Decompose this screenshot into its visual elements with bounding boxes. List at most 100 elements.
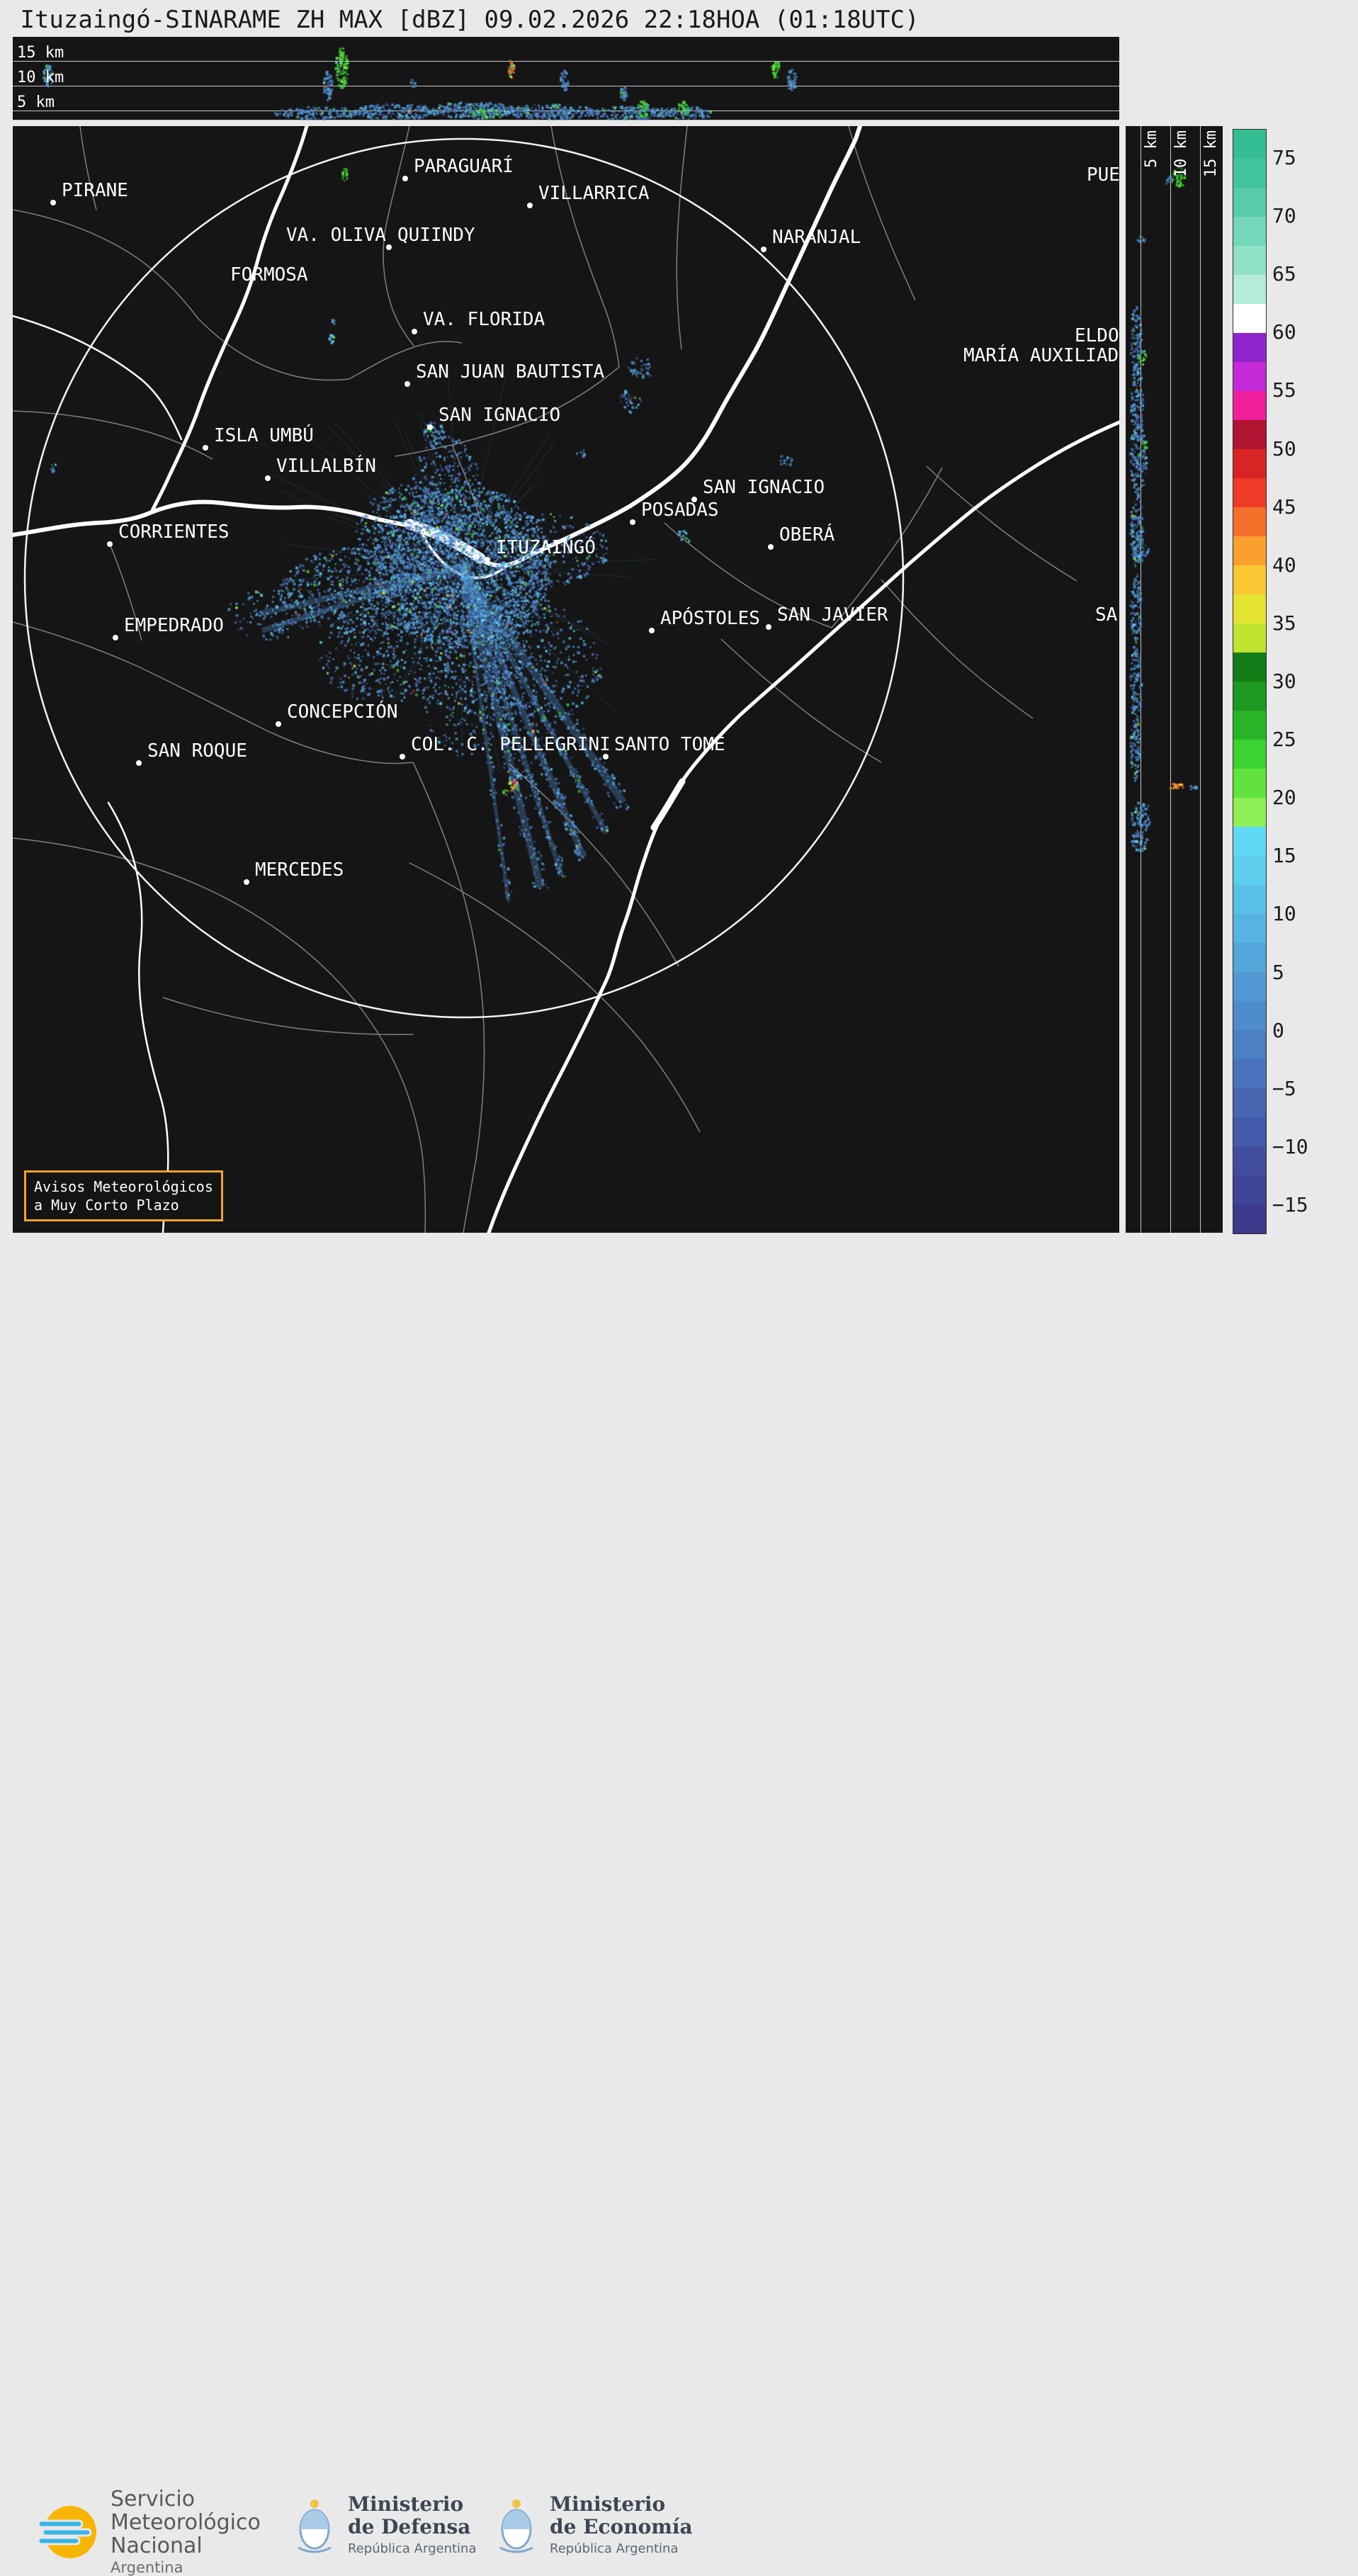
colorbar-band <box>1233 130 1266 159</box>
colorbar-tick-label: 75 <box>1272 146 1296 170</box>
warning-line-2: a Muy Corto Plazo <box>34 1197 179 1214</box>
economy-sub-label: República Argentina <box>550 2541 679 2556</box>
city-label: PUERTO RICO <box>1087 164 1119 186</box>
colorbar-band <box>1233 1030 1266 1059</box>
colorbar-band <box>1233 856 1266 885</box>
city-label: CORRIENTES <box>118 521 230 543</box>
right-cross-section-panel: 5 km 10 km 15 km <box>1126 126 1223 1233</box>
ministry-defense-block: Ministerio de Defensa República Argentin… <box>294 2493 477 2556</box>
colorbar-tick-label: −10 <box>1272 1134 1308 1158</box>
colorbar-band <box>1233 478 1266 507</box>
city-dot <box>412 329 417 334</box>
colorbar-band <box>1233 304 1266 333</box>
colorbar-band <box>1233 565 1266 594</box>
height-label-10km: 10 km <box>1172 130 1190 178</box>
colorbar-tick-label: 10 <box>1272 902 1296 926</box>
city-dot <box>136 760 142 766</box>
colorbar-band <box>1233 1175 1266 1204</box>
colorbar-tick-label: 30 <box>1272 670 1296 693</box>
colorbar-band <box>1233 972 1266 1001</box>
city-label: EMPEDRADO <box>124 615 224 636</box>
city-dot <box>768 544 774 550</box>
city-layer: PIRANE PARAGUARÍ VILLARRICA QUIINDY VA. OLIV… <box>13 126 1119 1233</box>
economy-name-line2: de Economía <box>550 2515 693 2538</box>
page-title: Ituzaingó-SINARAME ZH MAX [dBZ] 09.02.20… <box>20 6 920 34</box>
colorbar-band <box>1233 653 1266 682</box>
colorbar-tick-label: 55 <box>1272 378 1296 402</box>
smn-country-label: Argentina <box>111 2559 183 2576</box>
city-dot <box>276 721 281 727</box>
city-dot <box>113 635 118 640</box>
city-dot <box>50 200 56 205</box>
city-dot <box>203 445 208 451</box>
colorbar-band <box>1233 1088 1266 1117</box>
colorbar-band <box>1233 594 1266 623</box>
colorbar-tick-label: 60 <box>1272 320 1296 344</box>
colorbar-band <box>1233 333 1266 362</box>
city-label: PARAGUARÍ <box>414 156 514 177</box>
smn-name-line2: Meteorológico <box>111 2510 261 2535</box>
city-label: MERCEDES <box>255 859 344 881</box>
city-label: APÓSTOLES <box>660 608 760 629</box>
colorbar-tick-label: 65 <box>1272 262 1296 286</box>
city-label: SAN JAVIER <box>777 604 888 626</box>
colorbar-band <box>1233 769 1266 798</box>
city-label: VILLALBÍN <box>276 456 376 477</box>
colorbar-tick-label: 40 <box>1272 553 1296 577</box>
height-label-15km: 15 km <box>17 44 64 62</box>
smn-name-line3: Nacional <box>111 2533 203 2558</box>
footer: Servicio Meteorológico Nacional Argentin… <box>0 1236 1358 2576</box>
city-label: SAN JUAN BAUTISTA <box>416 361 605 383</box>
warning-box: Avisos Meteorológicos a Muy Corto Plazo <box>24 1170 223 1221</box>
city-label: VILLARRICA <box>538 183 650 204</box>
height-label-5km: 5 km <box>1143 130 1160 168</box>
city-dot <box>386 244 392 250</box>
colorbar-band <box>1233 885 1266 914</box>
city-dot <box>649 628 655 633</box>
city-dot <box>527 203 533 208</box>
city-label: POSADAS <box>641 499 719 521</box>
city-dot <box>400 754 405 759</box>
city-label: QUIINDY <box>397 225 475 246</box>
colorbar-band <box>1233 362 1266 391</box>
city-dot <box>761 247 766 252</box>
city-dot <box>603 754 609 759</box>
colorbar-band <box>1233 827 1266 856</box>
colorbar-band <box>1233 507 1266 536</box>
city-label: VA. OLIVA <box>286 225 386 246</box>
defense-name-line1: Ministerio <box>348 2492 464 2516</box>
city-dot <box>402 176 408 181</box>
city-label: ITUZAINGÓ <box>496 537 596 558</box>
height-label-10km: 10 km <box>17 69 64 86</box>
city-dot <box>485 557 490 563</box>
colorbar-tick-label: 0 <box>1272 1018 1284 1042</box>
colorbar-tick-label: 35 <box>1272 611 1296 635</box>
radar-echo-canvas <box>13 126 1119 1233</box>
colorbar-band <box>1233 1117 1266 1146</box>
right-echo-canvas <box>1126 126 1223 1233</box>
colorbar-band <box>1233 798 1266 827</box>
colorbar-tick-label: −5 <box>1272 1076 1296 1100</box>
defense-sub-label: República Argentina <box>348 2541 477 2556</box>
city-label: SAN IGNACIO <box>438 405 561 426</box>
colorbar-band <box>1233 943 1266 972</box>
colorbar-band <box>1233 188 1266 217</box>
height-label-5km: 5 km <box>17 94 55 111</box>
city-label: PIRANE <box>62 180 128 201</box>
city-dot <box>404 381 410 387</box>
colorbar-tick-label: 5 <box>1272 960 1284 984</box>
city-label: FORMOSA <box>230 264 308 286</box>
colorbar-band <box>1233 711 1266 740</box>
radar-map-panel: PIRANE PARAGUARÍ VILLARRICA QUIINDY VA. OLIV… <box>13 126 1119 1233</box>
colorbar-band <box>1233 217 1266 246</box>
colorbar-tick-label: 15 <box>1272 844 1296 868</box>
smn-logo-block: Servicio Meteorológico Nacional Argentin… <box>37 2487 261 2576</box>
city-dot <box>427 424 433 430</box>
city-dot <box>244 879 249 885</box>
colorbar-band <box>1233 420 1266 449</box>
colorbar-band <box>1233 536 1266 565</box>
city-label: SANTO TOMÉ <box>614 734 725 755</box>
colorbar-band <box>1233 1001 1266 1030</box>
dbz-colorbar-labels: 75 70 65 60 55 50 45 40 35 30 25 20 15 10 5 0 −5 −10 −15 <box>1272 129 1350 1234</box>
colorbar-band <box>1233 275 1266 304</box>
